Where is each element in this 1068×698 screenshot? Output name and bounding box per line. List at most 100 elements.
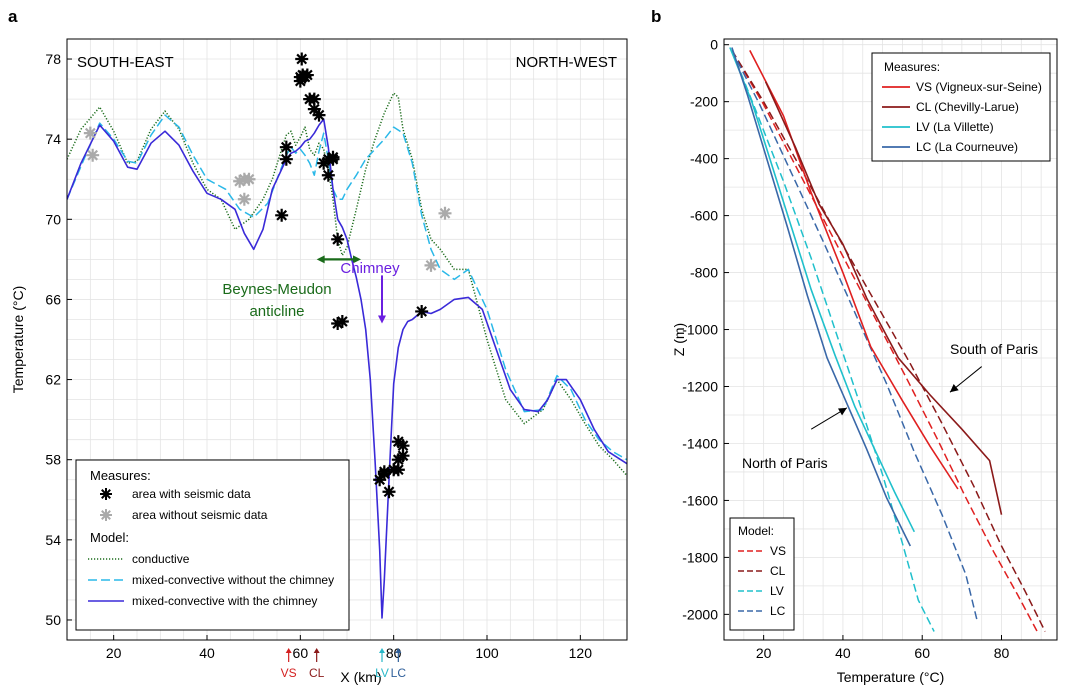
legend-b-measures-label-VS: VS (Vigneux-sur-Seine): [916, 80, 1042, 94]
x-axis-label-b: Temperature (°C): [837, 669, 945, 685]
legend-b-model-label-LC: LC: [770, 604, 786, 618]
panel-a-label: a: [8, 7, 18, 26]
x-tick-label-b: 80: [994, 645, 1010, 661]
legend-b-measures-label-CL: CL (Chevilly-Larue): [916, 100, 1019, 114]
anticline-label-line2: anticline: [249, 303, 304, 320]
legend-a-measures-title: Measures:: [90, 468, 151, 483]
legend-a-label-noseismic: area without seismic data: [132, 508, 268, 522]
label-south-east: SOUTH-EAST: [77, 54, 174, 71]
y-tick-label-a: 50: [45, 612, 61, 628]
y-tick-label-b: -1200: [682, 378, 718, 394]
well-marker-label-LV: LV: [375, 666, 389, 680]
legend-a-marker-noseismic: [100, 509, 112, 521]
y-tick-label-a: 66: [45, 291, 61, 307]
y-tick-label-b: -800: [690, 265, 718, 281]
point-seismic: [275, 208, 289, 222]
point-seismic: [391, 463, 405, 477]
legend-b-model-label-CL: CL: [770, 564, 786, 578]
legend-b-model-label-VS: VS: [770, 544, 786, 558]
x-tick-label-a: 20: [106, 645, 122, 661]
x-tick-label-b: 60: [914, 645, 930, 661]
legend-b-model: Model: VS CL LV LC: [729, 517, 795, 631]
point-seismic: [326, 150, 340, 164]
model-line-VS: [731, 50, 1038, 632]
x-tick-label-a: 120: [569, 645, 593, 661]
legend-b-measures-label-LC: LC (La Courneuve): [916, 140, 1018, 154]
label-north-west: NORTH-WEST: [516, 54, 617, 71]
point-seismic: [307, 92, 321, 106]
point-seismic: [321, 168, 335, 182]
y-axis-label-b: Z (m): [671, 323, 687, 356]
series-group-a: [67, 92, 627, 619]
y-tick-label-a: 78: [45, 51, 61, 67]
x-tick-label-a: 60: [293, 645, 309, 661]
y-tick-label-a: 70: [45, 211, 61, 227]
point-seismic: [279, 140, 293, 154]
point-seismic: [331, 316, 345, 330]
point-noseismic: [424, 258, 438, 272]
panel-b: b 20 40 60 80 0 -200 -400 -600 -800 -1000 -1200 -140…: [651, 7, 1058, 685]
model-line-CL: [731, 50, 1046, 632]
y-tick-label-b: -400: [690, 151, 718, 167]
x-tick-label-b: 40: [835, 645, 851, 661]
y-tick-label-b: -1400: [682, 435, 718, 451]
y-tick-label-b: -200: [690, 94, 718, 110]
measured-line-CL: [764, 81, 1003, 515]
legend-b-model-title: Model:: [738, 524, 774, 538]
well-marker-label-VS: VS: [281, 666, 297, 680]
x-axis-label-a: X (km): [340, 669, 381, 685]
legend-a-label-mixed_chimney: mixed-convective with the chimney: [132, 594, 317, 608]
y-axis-label-a: Temperature (°C): [10, 286, 26, 394]
y-tick-label-b: -1600: [682, 492, 718, 508]
point-seismic: [331, 232, 345, 246]
well-marker-label-CL: CL: [309, 666, 325, 680]
south-arrow-head: [949, 384, 959, 393]
legend-a-label-conductive: conductive: [132, 552, 190, 566]
point-seismic: [295, 52, 309, 66]
anticline-label-line1: Beynes-Meudon: [222, 281, 331, 298]
legend-a-model-title: Model:: [90, 530, 129, 545]
well-marker-label-LC: LC: [391, 666, 407, 680]
measured-line-VS: [749, 50, 959, 490]
point-seismic: [312, 108, 326, 122]
plot-frame-b: [723, 38, 1058, 641]
y-tick-label-a: 58: [45, 452, 61, 468]
legend-b-measures-label-LV: LV (La Villette): [916, 120, 994, 134]
point-seismic: [335, 314, 349, 328]
south-of-paris-label: South of Paris: [950, 341, 1038, 357]
anticline-arrow-head-right: [353, 255, 361, 264]
well-marker-head-VS: [285, 648, 292, 653]
north-arrow-head: [837, 407, 847, 416]
y-tick-label-b: -1000: [682, 322, 718, 338]
x-tick-label-a: 40: [199, 645, 215, 661]
well-marker-head-LV: [379, 648, 385, 653]
panel-a: a 20 40 60 80 100 120 50 54 58 62 66 70 74 78 X (km) Tem…: [8, 7, 628, 685]
well-marker-head-LC: [395, 648, 402, 653]
x-tick-label-a: 80: [386, 645, 402, 661]
point-noseismic: [83, 126, 97, 140]
y-tick-label-b: -600: [690, 208, 718, 224]
point-seismic: [279, 152, 293, 166]
point-noseismic: [86, 148, 100, 162]
point-noseismic: [233, 174, 247, 188]
panel-b-label: b: [651, 7, 661, 26]
chimney-label: Chimney: [340, 260, 400, 277]
model-line-LV: [731, 50, 935, 632]
legend-b-measures-title: Measures:: [884, 60, 940, 74]
point-seismic: [391, 435, 405, 449]
legend-a-marker-seismic: [100, 488, 112, 500]
point-seismic: [382, 485, 396, 499]
y-tick-label-a: 74: [45, 131, 61, 147]
point-noseismic: [242, 172, 256, 186]
chimney-arrow-head: [378, 315, 386, 324]
series-group-b: [729, 47, 1046, 632]
measured-line-LV: [729, 47, 916, 533]
point-seismic: [307, 102, 321, 116]
point-noseismic: [438, 206, 452, 220]
point-noseismic: [237, 192, 251, 206]
series-line-mixed_chimney: [67, 118, 627, 619]
legend-a-label-seismic: area with seismic data: [132, 487, 251, 501]
point-seismic: [300, 68, 314, 82]
